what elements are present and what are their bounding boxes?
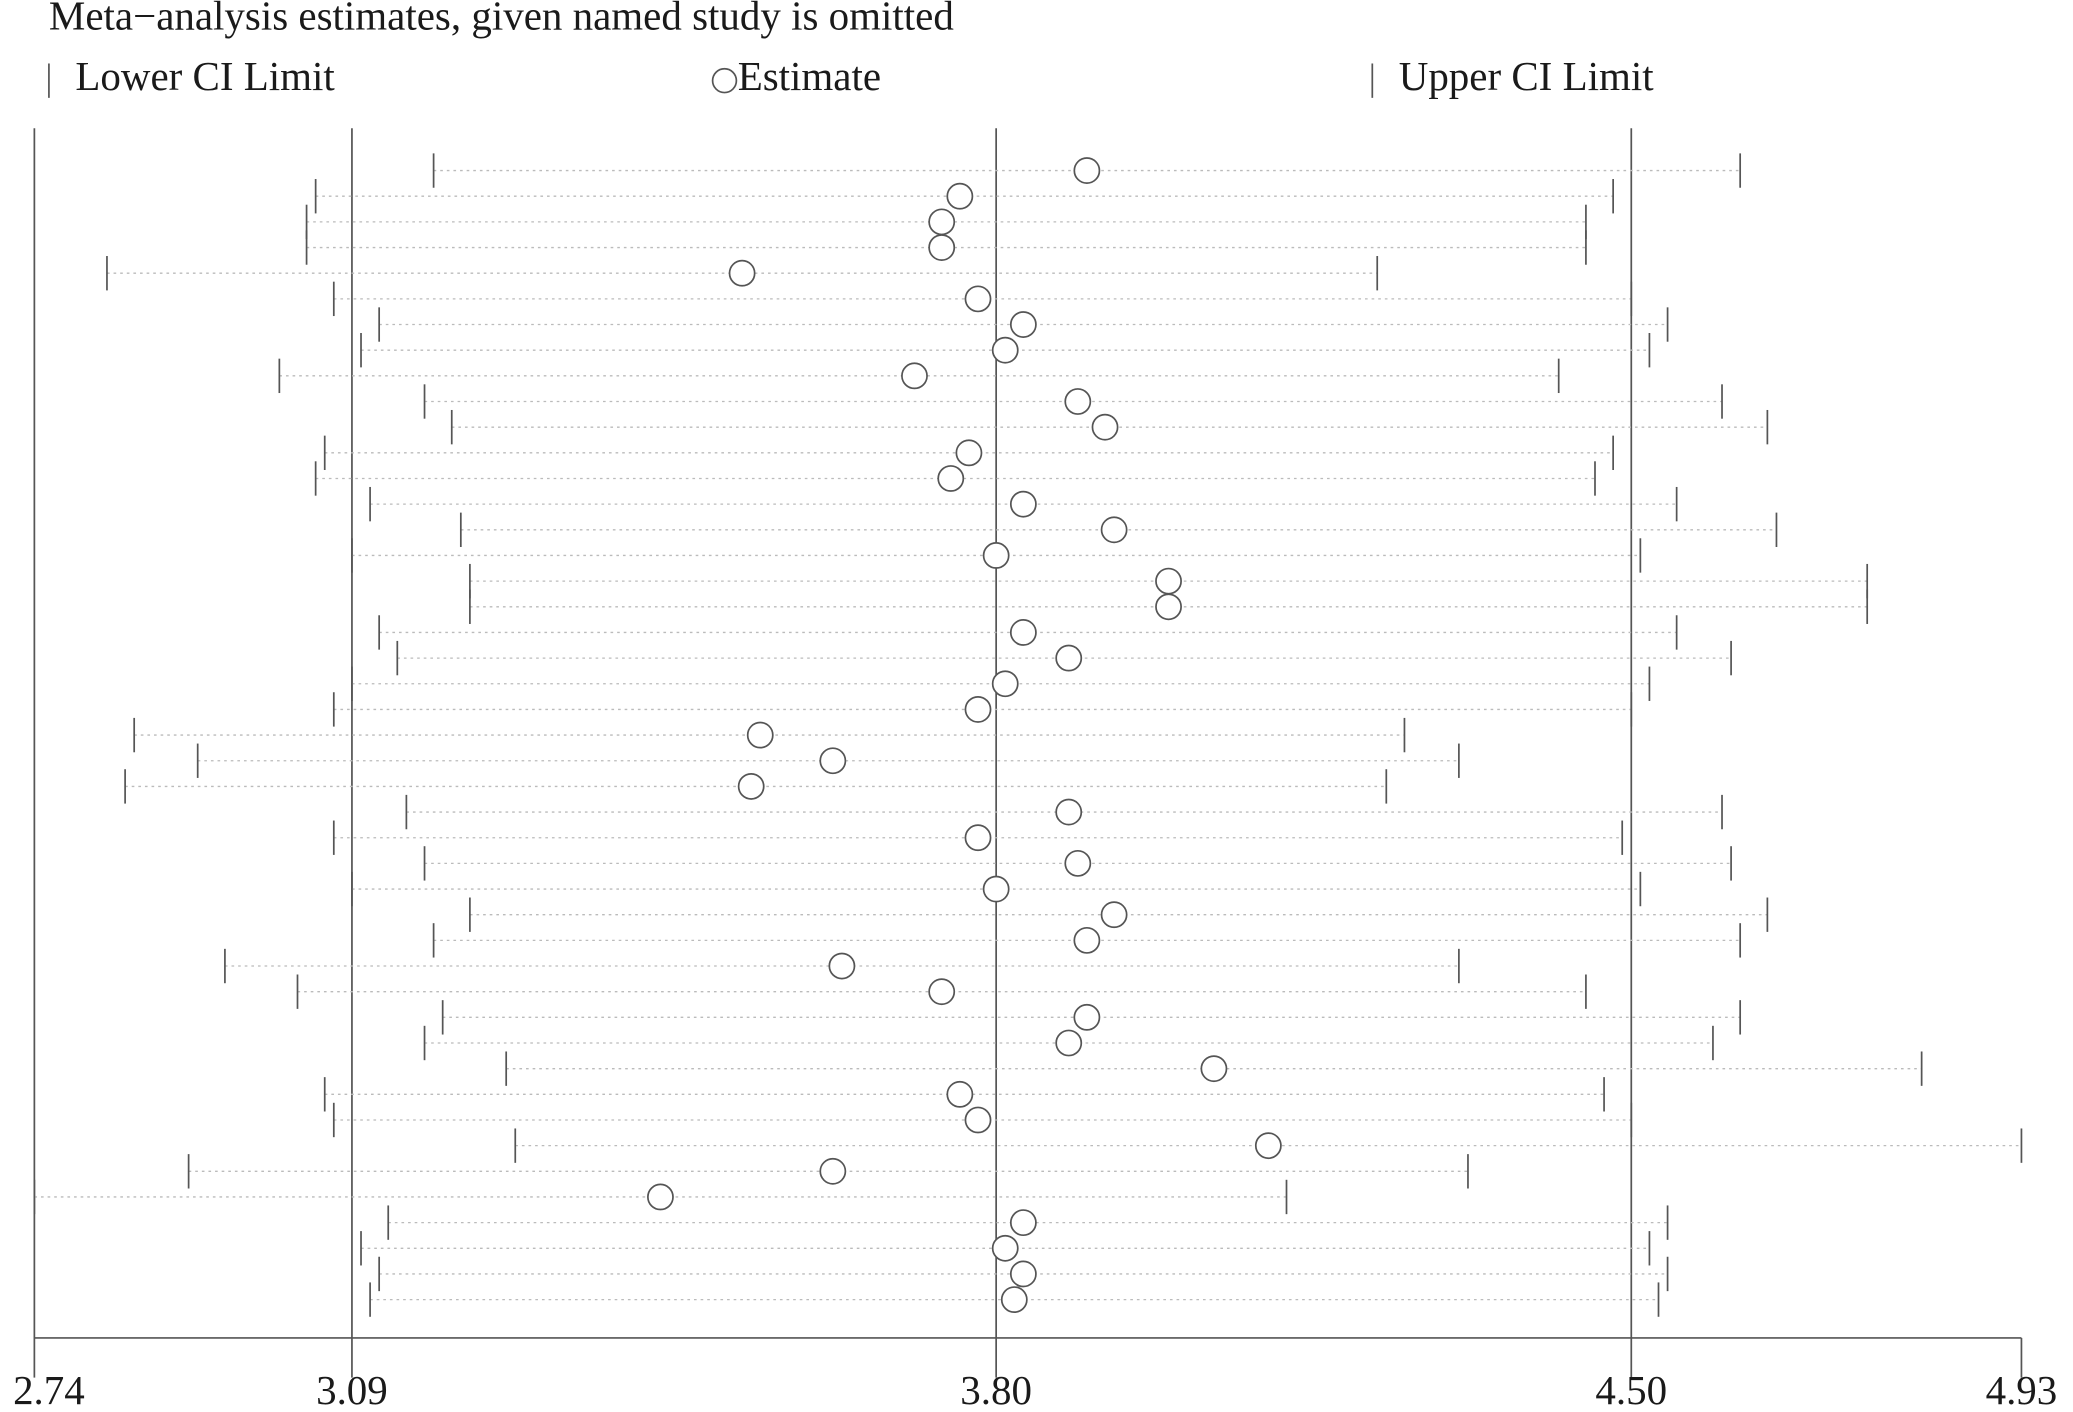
estimate-point <box>746 721 774 749</box>
estimate-point <box>819 1157 847 1185</box>
estimate-point <box>1073 1003 1101 1031</box>
estimate-point <box>991 336 1019 364</box>
estimate-point <box>928 234 956 261</box>
estimate-point <box>1009 619 1037 646</box>
estimate-point <box>1055 798 1083 826</box>
estimate-point <box>991 670 1019 698</box>
estimate-point <box>737 772 765 800</box>
estimate-point <box>928 208 956 236</box>
estimate-point <box>1009 490 1037 518</box>
estimate-point <box>1100 901 1128 929</box>
estimate-point <box>901 362 928 390</box>
estimate-point <box>1055 1029 1083 1057</box>
estimate-point <box>1073 157 1101 184</box>
estimate-point <box>828 952 856 980</box>
estimate-point <box>1009 311 1037 338</box>
estimate-point <box>1091 413 1119 441</box>
estimate-point <box>982 875 1010 903</box>
estimate-point <box>1155 567 1182 595</box>
estimate-point <box>946 182 974 210</box>
estimate-point <box>937 465 965 492</box>
estimate-point <box>982 542 1010 569</box>
x-tick-label: 3.80 <box>960 1367 1032 1412</box>
estimate-point <box>964 1106 992 1134</box>
estimate-point <box>1254 1132 1282 1160</box>
estimate-point <box>955 439 983 467</box>
legend-label: Estimate <box>738 53 881 99</box>
legend-label: Lower CI Limit <box>75 53 335 99</box>
estimate-point <box>1073 926 1101 954</box>
estimate-point <box>1200 1055 1228 1083</box>
estimate-point <box>964 824 992 852</box>
legend-marker <box>711 67 738 94</box>
estimate-point <box>1009 1209 1037 1237</box>
estimate-point <box>946 1080 974 1108</box>
estimate-point <box>964 696 992 723</box>
x-tick-label: 3.09 <box>316 1367 388 1412</box>
estimate-point <box>1055 644 1083 672</box>
estimate-point <box>1009 1260 1037 1288</box>
estimate-point <box>819 747 847 775</box>
legend-label: Upper CI Limit <box>1399 53 1654 99</box>
estimate-point <box>1155 593 1182 621</box>
x-tick-label: 2.74 <box>13 1367 85 1412</box>
chart-title: Meta−analysis estimates, given named stu… <box>49 0 954 38</box>
estimate-point <box>1064 388 1092 415</box>
estimate-point <box>964 285 992 313</box>
x-tick-label: 4.50 <box>1595 1367 1667 1412</box>
estimate-point <box>1064 849 1092 877</box>
estimate-point <box>1100 516 1128 544</box>
estimate-point <box>928 978 956 1006</box>
estimate-point <box>991 1234 1019 1262</box>
estimate-point <box>728 259 756 287</box>
x-tick-label: 4.93 <box>1986 1367 2058 1412</box>
estimate-point <box>647 1183 674 1211</box>
estimate-point <box>1000 1286 1028 1314</box>
